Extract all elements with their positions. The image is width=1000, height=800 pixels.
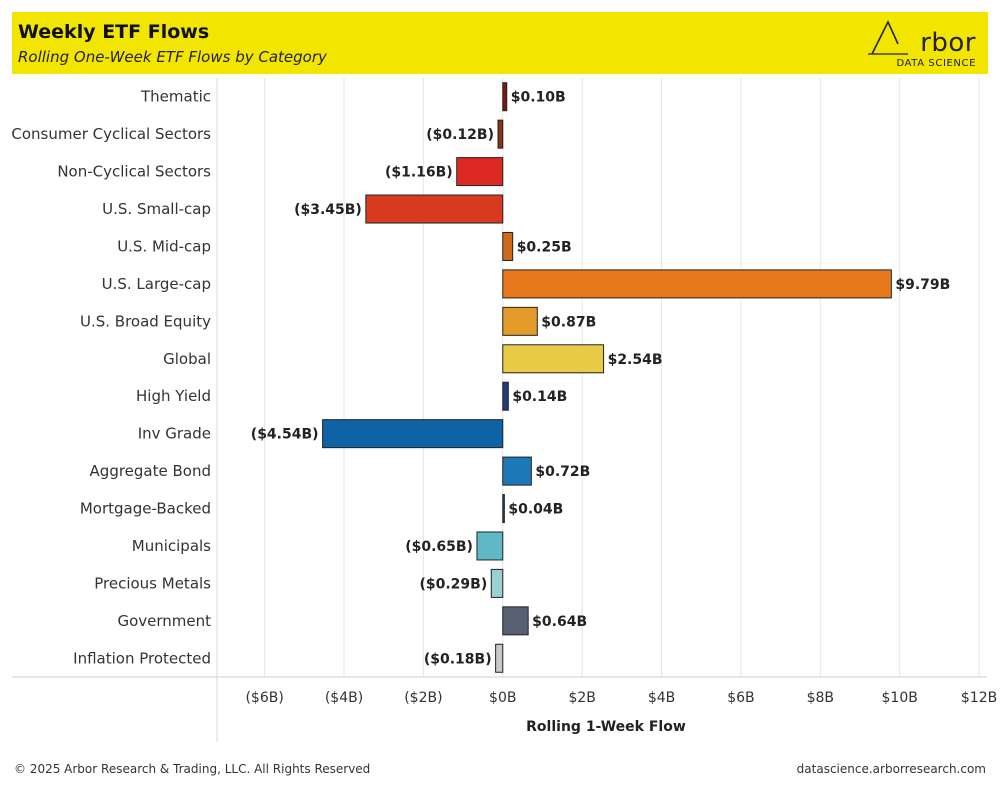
bar-value-label: $0.64B bbox=[532, 614, 587, 630]
category-label: Inflation Protected bbox=[73, 649, 211, 667]
bar-value-label: $0.87B bbox=[541, 314, 596, 330]
category-label: Precious Metals bbox=[94, 574, 211, 592]
bar bbox=[502, 344, 605, 374]
copyright-text: © 2025 Arbor Research & Trading, LLC. Al… bbox=[14, 762, 371, 776]
bar-value-label: ($4.54B) bbox=[251, 427, 319, 443]
x-tick-label: $10B bbox=[882, 690, 918, 706]
bar bbox=[476, 531, 504, 561]
bar bbox=[502, 456, 532, 486]
category-label: U.S. Broad Equity bbox=[80, 312, 211, 330]
category-label: U.S. Mid-cap bbox=[117, 237, 211, 255]
bar-value-label: ($0.65B) bbox=[405, 539, 473, 555]
bar bbox=[502, 494, 505, 524]
logo-brand: rbor bbox=[920, 28, 976, 58]
bar-value-label: $0.04B bbox=[508, 502, 563, 518]
category-label: Aggregate Bond bbox=[90, 462, 211, 480]
bar-value-label: $0.14B bbox=[512, 389, 567, 405]
x-tick-label: $12B bbox=[961, 690, 997, 706]
bar-value-label: ($0.29B) bbox=[419, 576, 487, 592]
x-tick-label: $0B bbox=[489, 690, 516, 706]
category-label: U.S. Large-cap bbox=[102, 275, 211, 293]
category-label: Government bbox=[117, 612, 211, 630]
category-label: Global bbox=[163, 350, 211, 368]
bar-value-label: $2.54B bbox=[608, 352, 663, 368]
x-tick-label: $8B bbox=[807, 690, 834, 706]
bar-value-label: $0.25B bbox=[517, 239, 572, 255]
footer-url: datascience.arborresearch.com bbox=[796, 762, 986, 776]
bar bbox=[502, 306, 538, 336]
bar-value-label: $0.72B bbox=[535, 464, 590, 480]
category-label: Thematic bbox=[140, 88, 211, 106]
bar-value-label: ($0.18B) bbox=[424, 651, 492, 667]
category-label: Municipals bbox=[132, 537, 211, 555]
bar-value-label: ($1.16B) bbox=[385, 165, 453, 181]
bar bbox=[502, 606, 529, 636]
x-tick-label: ($4B) bbox=[325, 690, 363, 706]
category-label: Consumer Cyclical Sectors bbox=[11, 125, 211, 143]
bar bbox=[497, 119, 504, 149]
bar bbox=[502, 381, 509, 411]
bar bbox=[502, 231, 514, 261]
chart-header: Weekly ETF Flows Rolling One-Week ETF Fl… bbox=[12, 12, 988, 74]
x-tick-label: $6B bbox=[727, 690, 754, 706]
bar-value-label: ($0.12B) bbox=[426, 127, 494, 143]
category-label: U.S. Small-cap bbox=[102, 200, 211, 218]
chart-title: Weekly ETF Flows bbox=[18, 21, 210, 43]
logo-subtitle: DATA SCIENCE bbox=[896, 58, 976, 69]
bar-value-label: $9.79B bbox=[895, 277, 950, 293]
x-tick-label: $2B bbox=[568, 690, 595, 706]
bar-value-label: $0.10B bbox=[511, 90, 566, 106]
bar-value-label: ($3.45B) bbox=[294, 202, 362, 218]
x-tick-label: ($2B) bbox=[404, 690, 442, 706]
x-axis-title: Rolling 1-Week Flow bbox=[526, 719, 686, 735]
etf-flow-bar-chart: ($6B) ($4B) ($2B) $0B $2B $4B $6B $8B $10B $12B Ro… bbox=[11, 78, 997, 742]
bar bbox=[456, 157, 504, 187]
bar bbox=[502, 269, 892, 299]
x-tick-label: ($6B) bbox=[245, 690, 283, 706]
bar bbox=[322, 419, 504, 449]
chart-subtitle: Rolling One-Week ETF Flows by Category bbox=[18, 48, 327, 66]
arbor-a-icon bbox=[868, 20, 908, 55]
bar bbox=[365, 194, 504, 224]
arbor-logo: rbor DATA SCIENCE bbox=[868, 16, 980, 72]
bar bbox=[490, 568, 504, 598]
x-tick-label: $4B bbox=[648, 690, 675, 706]
category-label: Mortgage-Backed bbox=[80, 500, 211, 518]
bar bbox=[502, 82, 508, 112]
category-label: Non-Cyclical Sectors bbox=[57, 163, 211, 181]
category-label: Inv Grade bbox=[138, 425, 211, 443]
category-label: High Yield bbox=[136, 387, 211, 405]
bar bbox=[495, 643, 504, 673]
